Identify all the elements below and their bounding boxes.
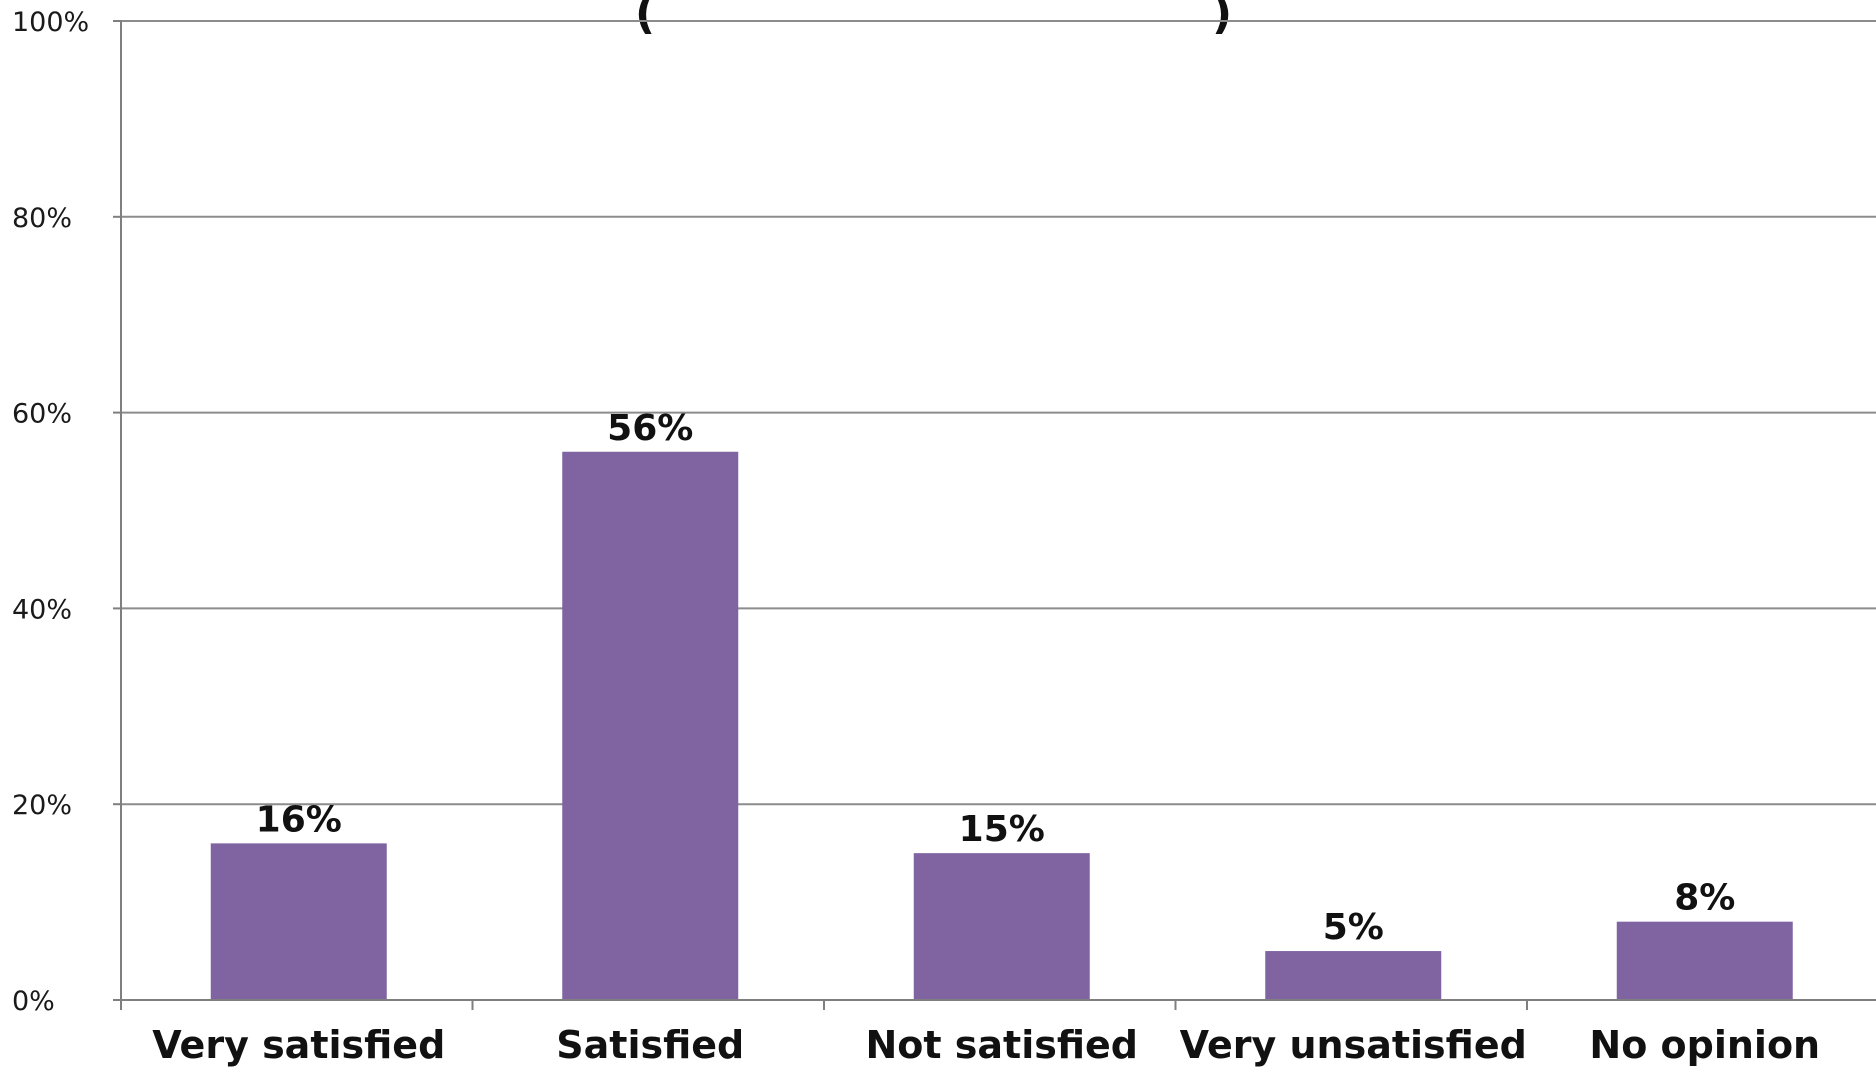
data-label: 16% (256, 799, 342, 840)
chart-title-open: ( (635, 0, 655, 39)
data-label: 8% (1674, 878, 1735, 919)
y-tick-label: 80% (12, 203, 72, 234)
category-label: Not satisfied (865, 1023, 1138, 1067)
y-tick-label: 40% (12, 594, 72, 625)
y-tick-label: 60% (12, 399, 72, 430)
category-label: Very unsatisfied (1180, 1023, 1527, 1067)
category-label: Satisfied (556, 1023, 744, 1067)
data-labels: 16% 56% 15% 5% 8% (256, 408, 1736, 948)
y-tick-label: 20% (12, 790, 72, 821)
bar (562, 451, 739, 1000)
data-label: 15% (959, 809, 1045, 850)
category-label: Very satisfied (152, 1023, 445, 1067)
bar (1616, 921, 1793, 1000)
y-tick-labels: 0% 20% 40% 60% 80% 100% (12, 7, 89, 1017)
y-tick-label: 0% (12, 986, 55, 1017)
chart-title-close: ) (1212, 0, 1232, 39)
data-label: 56% (607, 408, 693, 449)
chart-title: ( ) (635, 0, 1232, 39)
gridlines (121, 20, 1876, 806)
axes (113, 20, 1876, 1010)
bar (210, 843, 387, 1000)
bar (1265, 951, 1442, 1000)
y-tick-label: 100% (12, 7, 89, 38)
category-label: No opinion (1589, 1023, 1820, 1067)
data-label: 5% (1323, 907, 1384, 948)
bars (210, 451, 1793, 1000)
category-labels: Very satisfied Satisfied Not satisfied Very… (152, 1023, 1820, 1067)
bar (913, 853, 1090, 1000)
